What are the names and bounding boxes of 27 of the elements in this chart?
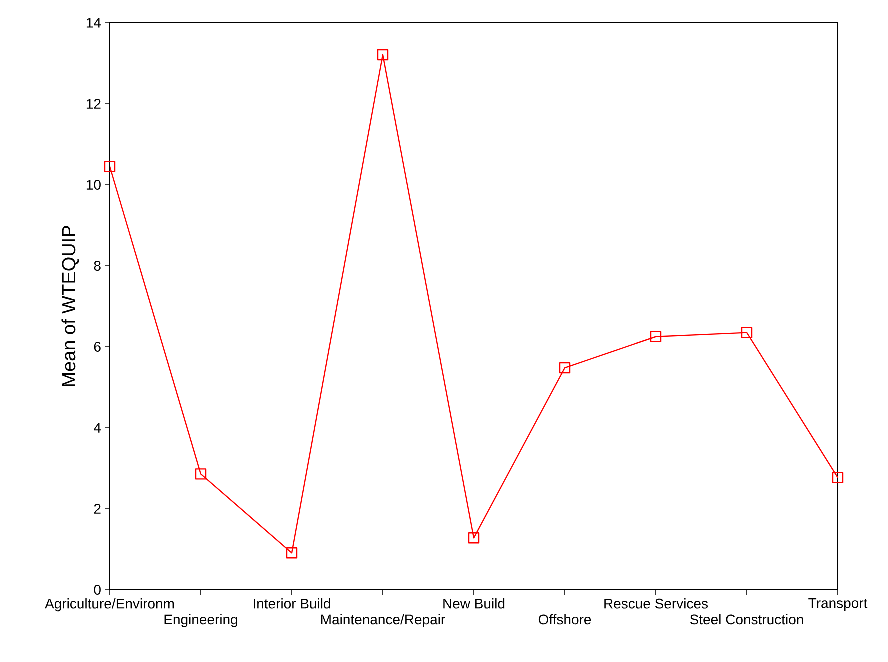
x-tick-label: Rescue Services — [604, 598, 708, 609]
point — [104, 161, 116, 172]
y-tick-label: 10 — [86, 180, 101, 190]
y-tick-label: 6 — [94, 342, 101, 352]
point — [832, 472, 844, 484]
x-tick-label: Agriculture/Environm — [45, 598, 174, 612]
x-tick-label: Maintenance/Repair — [322, 614, 446, 628]
x-tick-label: Offshore — [538, 614, 592, 625]
point — [377, 49, 389, 61]
point — [286, 548, 298, 559]
y-tick-label: 2 — [94, 504, 101, 514]
y-tick-label: 12 — [86, 99, 101, 109]
y-tick-label: 8 — [94, 261, 101, 271]
point — [195, 468, 207, 480]
y-axis-title: Mean of WTEQUIP — [62, 226, 80, 386]
point — [650, 331, 662, 342]
point — [468, 532, 480, 544]
x-tick-label: Engineering — [164, 614, 238, 628]
point — [559, 362, 571, 374]
y-tick-label: 4 — [94, 423, 102, 433]
point — [741, 327, 753, 338]
x-tick-label: Steel Construction — [690, 614, 804, 625]
x-tick-label: New Build — [444, 598, 505, 609]
x-tick-label: Transport — [808, 598, 868, 612]
y-tick-label: 0 — [94, 585, 101, 595]
y-tick-label: 14 — [86, 18, 102, 28]
x-tick-label: Interior Build — [254, 598, 330, 609]
